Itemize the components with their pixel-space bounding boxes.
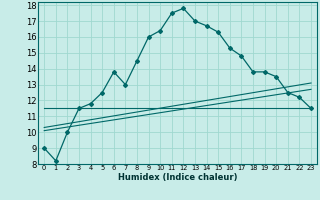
X-axis label: Humidex (Indice chaleur): Humidex (Indice chaleur)	[118, 173, 237, 182]
